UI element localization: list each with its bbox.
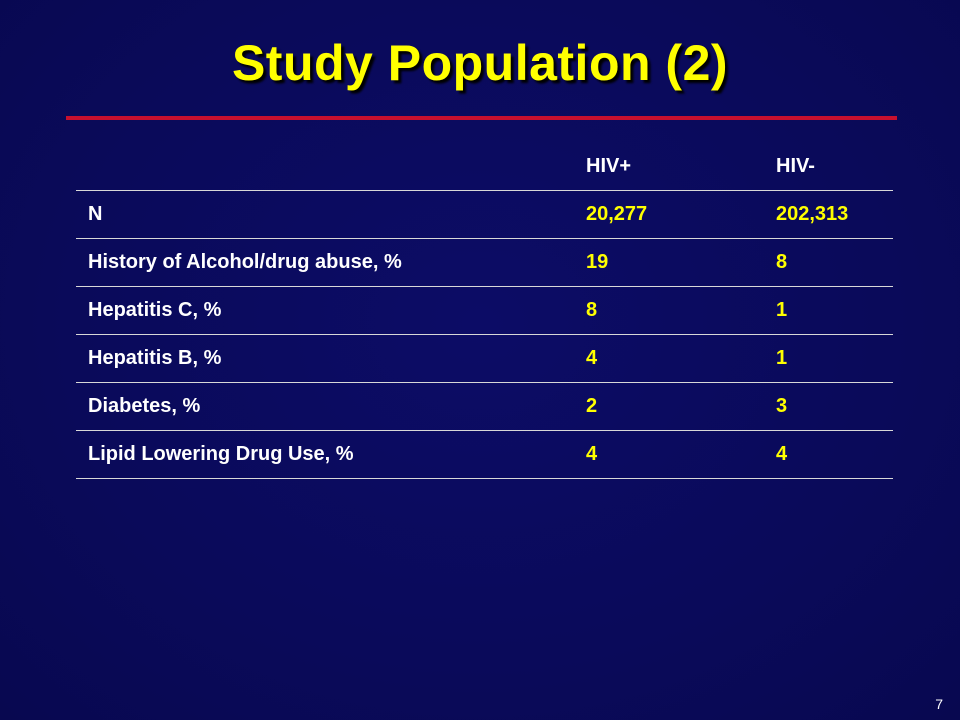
table-row: Lipid Lowering Drug Use, % 4 4 [76,430,893,479]
row-label: N [76,190,574,239]
hiv-positive-value: 4 [574,430,764,479]
row-label: Lipid Lowering Drug Use, % [76,430,574,479]
row-label: Hepatitis C, % [76,286,574,335]
hiv-negative-value: 202,313 [764,190,893,239]
table-row: History of Alcohol/drug abuse, % 19 8 [76,238,893,287]
hiv-negative-value: 8 [764,238,893,287]
study-population-table: HIV+ HIV- N 20,277 202,313 History of Al… [76,143,893,479]
hiv-positive-value: 8 [574,286,764,335]
hiv-negative-value: 1 [764,334,893,383]
hiv-negative-value: 3 [764,382,893,431]
slide-title: Study Population (2) [231,35,729,91]
hiv-positive-value: 2 [574,382,764,431]
header-blank [76,143,574,191]
table-row: Diabetes, % 2 3 [76,382,893,431]
header-hiv-positive: HIV+ [574,143,764,191]
hiv-negative-value: 1 [764,286,893,335]
table-row: N 20,277 202,313 [76,190,893,239]
table-row: Hepatitis B, % 4 1 [76,334,893,383]
table-row: Hepatitis C, % 8 1 [76,286,893,335]
hiv-positive-value: 4 [574,334,764,383]
row-label: Diabetes, % [76,382,574,431]
title-divider [66,116,897,120]
hiv-positive-value: 19 [574,238,764,287]
hiv-negative-value: 4 [764,430,893,479]
row-label: History of Alcohol/drug abuse, % [76,238,574,287]
header-hiv-negative: HIV- [764,143,893,191]
row-label: Hepatitis B, % [76,334,574,383]
table-header-row: HIV+ HIV- [76,143,893,191]
page-number: 7 [935,696,943,712]
hiv-positive-value: 20,277 [574,190,764,239]
